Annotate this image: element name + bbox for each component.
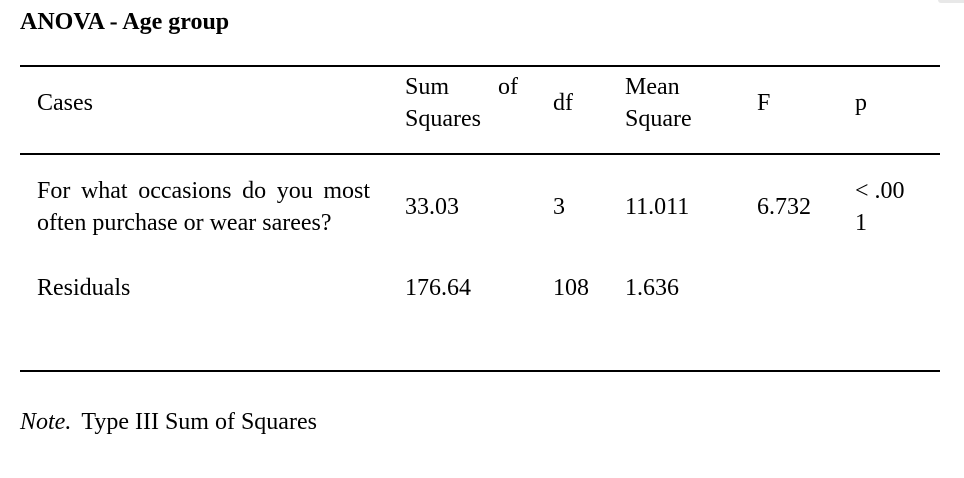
anova-table: Cases Sum of Squares df Mean Square F p … xyxy=(20,65,940,372)
cell-mean-square: 1.636 xyxy=(625,275,679,301)
cell-df: 3 xyxy=(553,193,565,220)
cell-p xyxy=(855,258,940,318)
column-header-p: p xyxy=(855,66,940,155)
table-row: Residuals 176.64 108 1.636 xyxy=(20,258,940,318)
note-prefix: Note. xyxy=(20,409,72,435)
column-header-mean-square: Mean Square xyxy=(625,66,757,155)
cell-p: < .001 xyxy=(855,177,905,236)
cell-cases: For what occasions do you most often pur… xyxy=(37,177,370,236)
cell-sum-of-squares: 33.03 xyxy=(405,193,459,220)
cell-sum-of-squares: 176.64 xyxy=(405,275,471,301)
column-header-df: df xyxy=(553,66,625,155)
cell-cases: Residuals xyxy=(37,275,131,301)
table-note: Note. Type III Sum of Squares xyxy=(20,406,964,438)
column-header-f: F xyxy=(757,66,855,155)
table-row: For what occasions do you most often pur… xyxy=(20,154,940,258)
column-header-cases: Cases xyxy=(20,66,405,155)
table-spacer-row xyxy=(20,318,940,371)
cell-f: 6.732 xyxy=(757,193,811,220)
cell-df: 108 xyxy=(553,275,589,301)
table-title: ANOVA - Age group xyxy=(20,9,230,35)
clipped-ui-fragment xyxy=(938,0,964,3)
cell-f xyxy=(757,258,855,318)
note-text: Type III Sum of Squares xyxy=(81,409,317,435)
cell-mean-square: 11.011 xyxy=(625,193,690,220)
column-header-sum-of-squares: Sum of Squares xyxy=(405,66,553,155)
header-row: Cases Sum of Squares df Mean Square F p xyxy=(20,66,940,155)
anova-output: ANOVA - Age group Cases Sum of Squares d… xyxy=(20,9,964,438)
